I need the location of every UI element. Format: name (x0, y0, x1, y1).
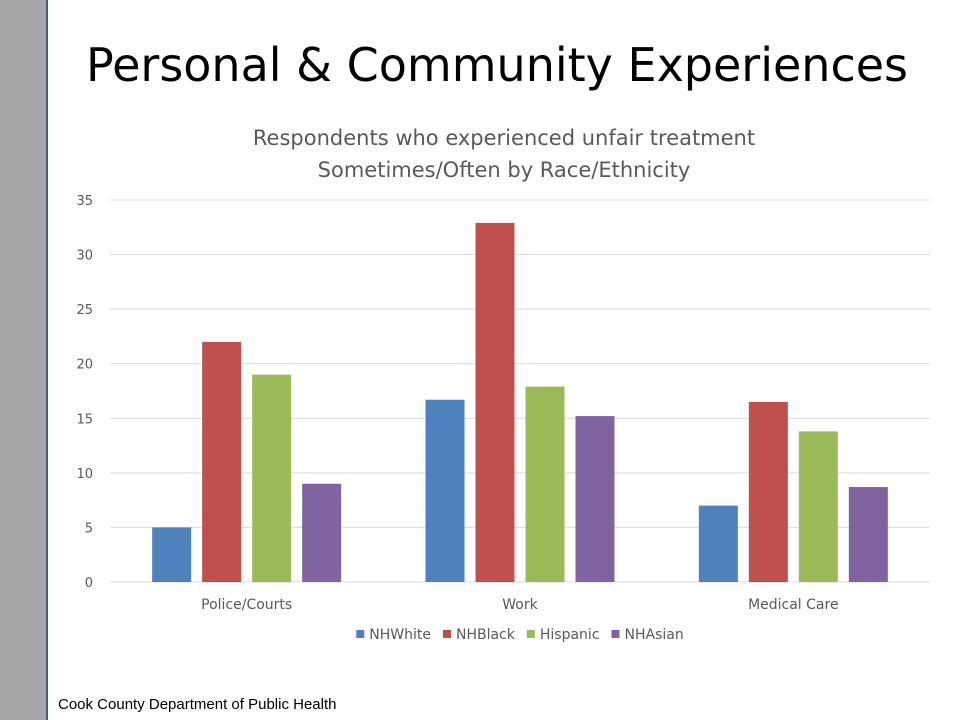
bar-nhasian (848, 487, 888, 582)
y-tick-label: 15 (76, 412, 93, 427)
left-accent-bar (0, 0, 48, 720)
y-tick-label: 25 (76, 303, 93, 318)
chart-title-line-2: Sometimes/Often by Race/Ethnicity (317, 158, 691, 182)
bar-hispanic (252, 374, 292, 582)
y-tick-label: 30 (76, 249, 93, 264)
legend-swatch-nhasian (611, 630, 620, 638)
y-tick-label: 35 (76, 194, 93, 209)
bar-nhwhite (698, 505, 738, 582)
y-tick-label: 0 (85, 576, 93, 591)
legend-label-hispanic: Hispanic (540, 627, 600, 643)
bar-nhwhite (152, 527, 192, 582)
x-category-label: Work (502, 597, 538, 613)
legend-swatch-hispanic (526, 630, 535, 638)
bar-hispanic (525, 386, 565, 582)
y-tick-label: 5 (85, 521, 93, 536)
slide-title: Personal & Community Experiences (86, 38, 909, 92)
bar-nhasian (575, 416, 615, 582)
chart-title-line-1: Respondents who experienced unfair treat… (252, 126, 756, 150)
legend-label-nhasian: NHAsian (625, 627, 684, 643)
x-category-label: Police/Courts (201, 597, 292, 613)
chart-title: Respondents who experienced unfair treat… (48, 122, 960, 186)
bar-nhasian (302, 483, 342, 582)
y-tick-label: 10 (76, 467, 93, 482)
legend-swatch-nhwhite (356, 630, 365, 638)
legend-label-nhwhite: NHWhite (369, 627, 431, 643)
bar-nhblack (202, 341, 242, 582)
y-tick-label: 20 (76, 358, 93, 373)
bar-nhwhite (425, 399, 465, 582)
legend-swatch-nhblack (442, 630, 451, 638)
legend-label-nhblack: NHBlack (456, 627, 516, 643)
footer-text: Cook County Department of Public Health (58, 696, 337, 713)
bar-nhblack (748, 401, 788, 582)
x-category-label: Medical Care (748, 597, 839, 613)
bar-hispanic (798, 431, 838, 582)
bar-nhblack (475, 222, 515, 583)
